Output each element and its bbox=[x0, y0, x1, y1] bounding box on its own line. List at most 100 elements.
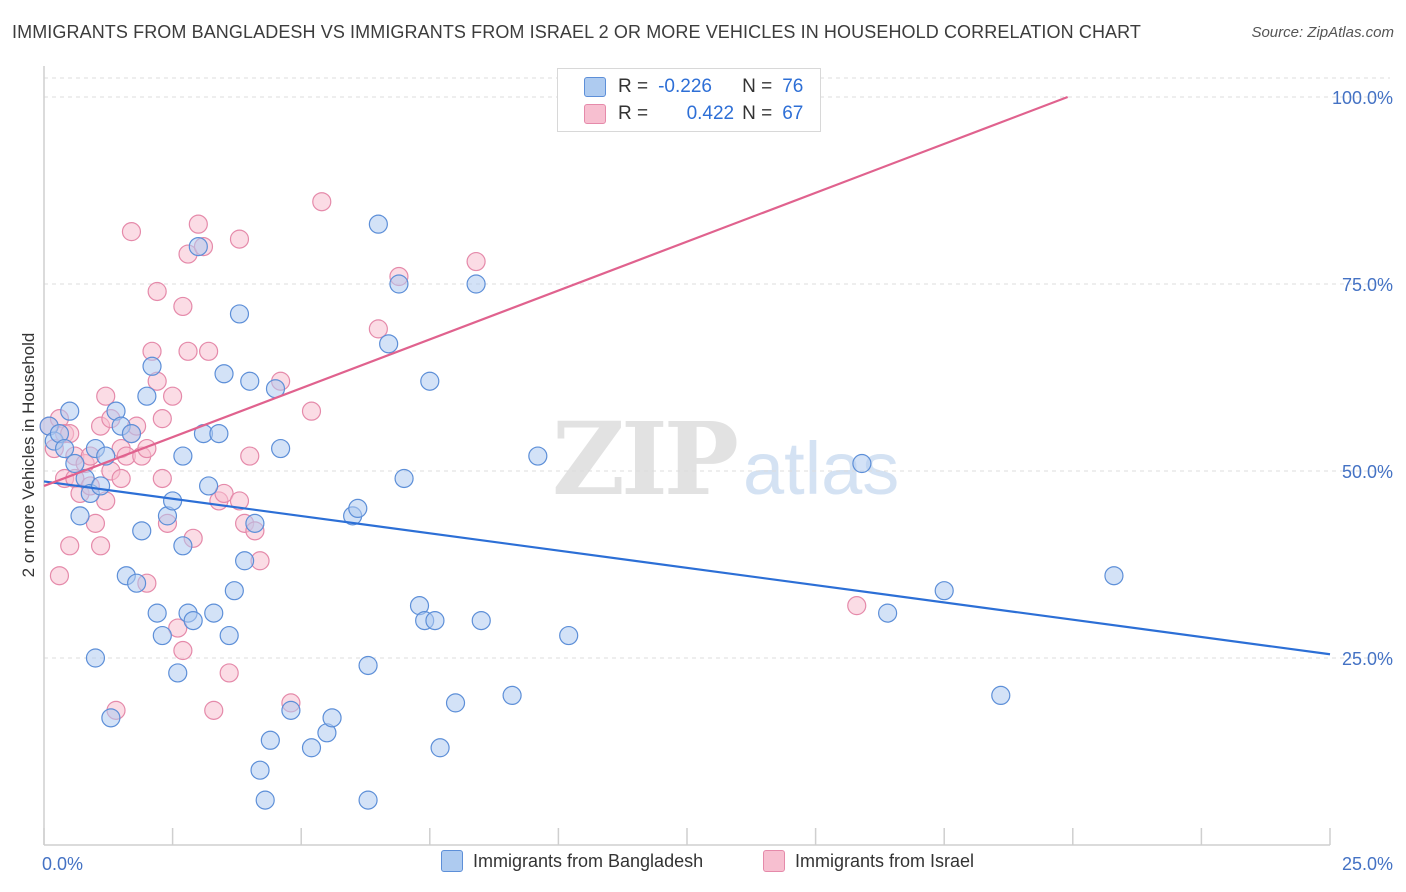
legend-n-value: 67 bbox=[782, 103, 804, 124]
point-bangladesh bbox=[209, 424, 229, 444]
chart-title: IMMIGRANTS FROM BANGLADESH VS IMMIGRANTS… bbox=[12, 22, 1142, 42]
point-bangladesh bbox=[358, 790, 378, 810]
point-israel bbox=[178, 341, 198, 361]
series-israel-points bbox=[39, 87, 867, 720]
legend-n-label: N = bbox=[742, 103, 773, 124]
legend-swatch-blue bbox=[584, 77, 606, 97]
point-bangladesh bbox=[1104, 566, 1124, 586]
point-bangladesh bbox=[445, 693, 466, 713]
legend-swatch-israel bbox=[763, 850, 785, 872]
point-bangladesh bbox=[121, 424, 142, 444]
point-israel bbox=[199, 341, 219, 361]
point-bangladesh bbox=[183, 610, 203, 631]
axes bbox=[43, 66, 1331, 846]
point-israel bbox=[85, 513, 106, 533]
legend-item-israel: Immigrants from Israel bbox=[763, 850, 974, 872]
y-tick-label: 50.0% bbox=[1342, 462, 1393, 482]
point-israel bbox=[173, 296, 193, 317]
point-bangladesh bbox=[168, 663, 188, 683]
point-bangladesh bbox=[245, 513, 265, 533]
point-israel bbox=[229, 491, 250, 511]
point-bangladesh bbox=[126, 573, 147, 593]
point-bangladesh bbox=[152, 625, 172, 646]
point-bangladesh bbox=[368, 214, 388, 234]
point-israel bbox=[152, 409, 172, 429]
point-bangladesh bbox=[173, 536, 193, 556]
point-bangladesh bbox=[163, 491, 183, 511]
legend-label-israel: Immigrants from Israel bbox=[795, 850, 975, 871]
point-bangladesh bbox=[348, 498, 368, 518]
point-bangladesh bbox=[101, 708, 121, 728]
y-tick-label: 100.0% bbox=[1332, 88, 1393, 108]
point-bangladesh bbox=[85, 648, 106, 668]
point-israel bbox=[121, 222, 142, 242]
point-israel bbox=[368, 319, 388, 339]
point-israel bbox=[301, 401, 322, 421]
y-tick-label: 25.0% bbox=[1342, 649, 1393, 669]
point-bangladesh bbox=[281, 700, 301, 720]
point-bangladesh bbox=[420, 371, 440, 391]
point-bangladesh bbox=[878, 603, 898, 623]
watermark: ZIP atlas bbox=[552, 400, 899, 518]
point-bangladesh bbox=[188, 237, 208, 257]
watermark-atlas: atlas bbox=[742, 427, 900, 510]
legend-r-label: R = bbox=[618, 103, 649, 124]
point-bangladesh bbox=[70, 506, 90, 526]
point-bangladesh bbox=[466, 274, 486, 294]
point-israel bbox=[168, 618, 188, 638]
point-israel bbox=[147, 281, 167, 302]
legend-r-value: 0.422 bbox=[686, 103, 735, 124]
point-israel bbox=[214, 483, 234, 504]
legend-n-label: N = bbox=[742, 76, 773, 97]
point-bangladesh bbox=[358, 655, 378, 676]
x-tick-label-max: 25.0% bbox=[1342, 854, 1393, 874]
point-bangladesh bbox=[255, 790, 275, 810]
point-bangladesh bbox=[60, 401, 80, 421]
point-bangladesh bbox=[394, 468, 414, 489]
point-bangladesh bbox=[199, 476, 219, 496]
point-bangladesh bbox=[852, 453, 872, 474]
point-bangladesh bbox=[224, 581, 244, 601]
trend-line-israel bbox=[43, 95, 1069, 487]
source-label: Source: ZipAtlas.com bbox=[1251, 24, 1394, 41]
point-israel bbox=[173, 640, 193, 661]
x-tick-label-min: 0.0% bbox=[42, 854, 83, 874]
point-israel bbox=[163, 386, 183, 406]
point-israel bbox=[60, 536, 80, 556]
point-bangladesh bbox=[425, 610, 445, 631]
legend-swatch-bangladesh bbox=[441, 850, 463, 872]
point-bangladesh bbox=[559, 625, 579, 646]
point-bangladesh bbox=[502, 685, 522, 706]
legend-r-label: R = bbox=[618, 76, 649, 97]
legend-swatch-pink bbox=[584, 104, 606, 124]
point-bangladesh bbox=[229, 304, 250, 324]
point-bangladesh bbox=[430, 738, 450, 758]
point-bangladesh bbox=[528, 446, 548, 466]
point-israel bbox=[111, 468, 131, 489]
legend-r-value: -0.226 bbox=[658, 76, 712, 97]
series-bangladesh-points bbox=[39, 214, 1124, 810]
point-bangladesh bbox=[934, 581, 954, 601]
point-israel bbox=[847, 596, 867, 616]
series-legend: Immigrants from Bangladesh Immigrants fr… bbox=[0, 850, 1406, 878]
point-bangladesh bbox=[260, 730, 280, 750]
point-israel bbox=[240, 446, 260, 466]
point-bangladesh bbox=[137, 386, 157, 406]
point-israel bbox=[96, 386, 116, 406]
point-bangladesh bbox=[389, 274, 409, 294]
trend-line-bangladesh bbox=[43, 480, 1331, 656]
point-bangladesh bbox=[250, 760, 270, 780]
point-bangladesh bbox=[54, 438, 75, 459]
stats-legend: R = -0.226 N = 76 R = 0.422 N = 67 bbox=[557, 68, 821, 132]
point-bangladesh bbox=[90, 476, 111, 496]
tick-labels: 25.0% 50.0% 75.0% 100.0% 0.0% 25.0% bbox=[42, 88, 1393, 874]
point-bangladesh bbox=[271, 438, 291, 459]
y-axis-title: 2 or more Vehicles in Household bbox=[19, 333, 38, 578]
point-bangladesh bbox=[147, 603, 167, 623]
point-bangladesh bbox=[301, 738, 322, 758]
legend-label-bangladesh: Immigrants from Bangladesh bbox=[473, 850, 704, 871]
point-israel bbox=[90, 536, 111, 556]
point-bangladesh bbox=[204, 603, 224, 623]
point-bangladesh bbox=[65, 453, 85, 474]
